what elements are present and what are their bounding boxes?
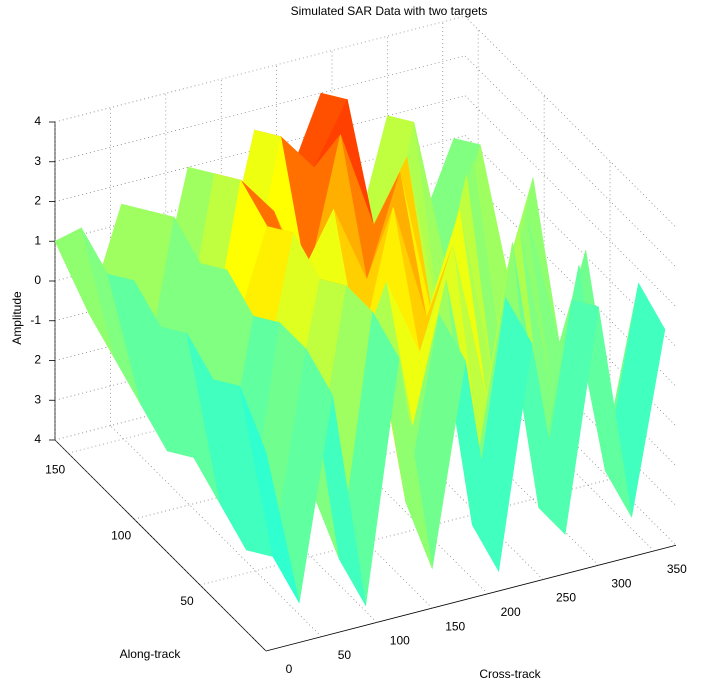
y-tick-label: 150 [45,462,65,476]
grid-line [464,95,677,307]
grid-line [54,439,267,652]
z-tick-label: 2 [34,194,41,208]
grid-line [110,425,322,637]
grid-line [464,55,677,268]
x-tick-label: 100 [390,634,410,648]
x-tick-label: 150 [445,619,465,633]
x-tick-label: 50 [338,648,352,662]
grid-line [464,333,677,546]
grid-line [54,15,466,123]
x-tick-label: 350 [667,562,687,576]
y-tick-label: 50 [180,594,194,608]
surface-patch [239,386,300,603]
y-axis-label: Along-track [120,647,182,661]
z-tick-label: 1 [34,233,41,247]
chart-title: Simulated SAR Data with two targets [291,4,488,18]
grid-line [54,55,466,163]
x-tick-label: 300 [611,576,631,590]
grid-line [54,95,466,202]
z-tick-label: 3 [34,392,41,406]
z-tick-label: -1 [30,313,41,327]
z-tick-label: 4 [34,432,41,446]
grid-line [464,294,677,506]
axis-edge [265,544,677,652]
z-tick-label: 3 [34,154,41,168]
grid-line [464,15,677,228]
x-axis-label: Cross-track [479,667,541,681]
z-tick-label: 0 [34,273,41,287]
z-tick-label: 4 [34,114,41,128]
y-tick-label: 100 [111,528,131,542]
z-tick-label: 2 [34,353,41,367]
x-tick-label: 200 [501,605,521,619]
x-tick-label: 250 [556,591,576,605]
z-axis-label: Amplitude [10,291,24,345]
x-tick-label: 0 [286,662,293,676]
